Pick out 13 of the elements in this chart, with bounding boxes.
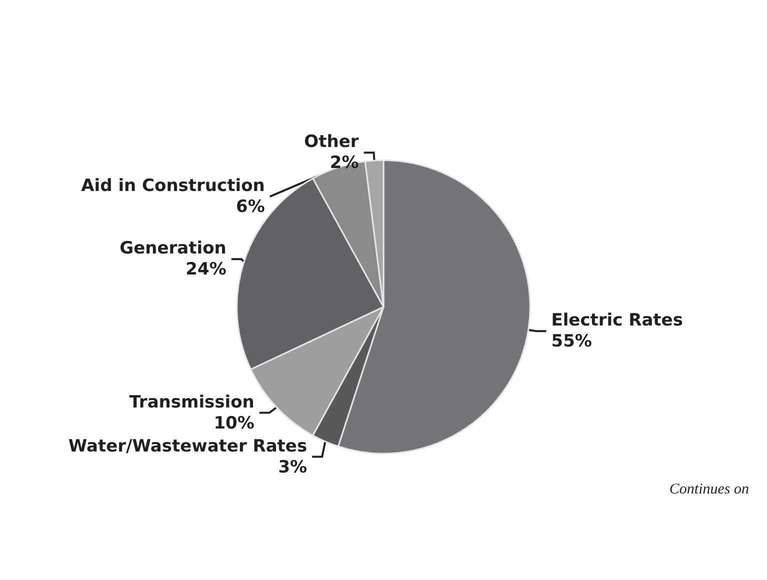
text: Continues on [669, 482, 750, 498]
data-label: 2% [330, 153, 359, 174]
data-label: 10% [214, 413, 254, 434]
data-label: 24% [186, 260, 226, 280]
data-label: 55% [551, 332, 592, 352]
slice-label: Electric Rates [551, 310, 683, 331]
data-label: 6% [236, 197, 265, 218]
slice-label: Aid in Construction [81, 176, 265, 196]
data-label: 3% [278, 457, 308, 478]
slice-label: Other [304, 132, 360, 152]
slice-label: Transmission [129, 392, 254, 412]
slice-label: Generation [120, 238, 226, 259]
slice-label: Water/Wastewater Rates [68, 436, 308, 456]
